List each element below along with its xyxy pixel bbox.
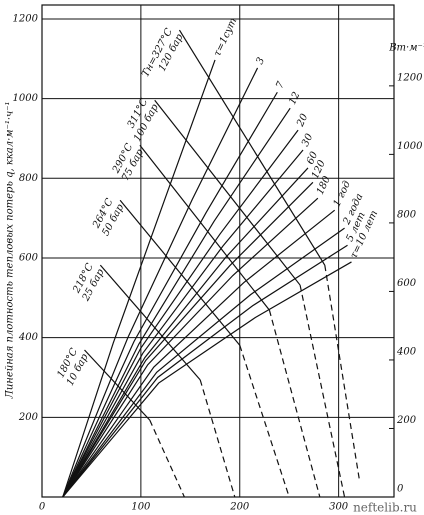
watermark: neftelib.ru	[353, 501, 417, 515]
curve-label: 12	[287, 90, 302, 106]
y2-tick-label: 0	[397, 484, 404, 495]
y-tick-label: 400	[18, 332, 39, 343]
y-tick-label: 200	[18, 412, 39, 423]
time-curve	[62, 107, 291, 498]
y2-tick-label: 400	[396, 346, 417, 357]
time-curve	[62, 67, 259, 498]
y2-tick-label: 600	[397, 278, 417, 289]
x-tick-label: 200	[229, 502, 250, 513]
y2-axis-label: Вт·м⁻¹	[388, 43, 424, 54]
curve-label: τ=1сут	[212, 16, 239, 58]
time-curve	[62, 227, 345, 498]
x-tick-label: 100	[131, 502, 151, 513]
y2-tick-label: 800	[397, 209, 417, 220]
time-curve	[62, 181, 314, 498]
steam-line	[139, 144, 270, 311]
time-curve	[62, 209, 336, 498]
time-curve	[62, 244, 348, 498]
steam-line-dashed	[149, 419, 185, 498]
steam-line-dashed	[299, 284, 346, 498]
steam-line	[154, 99, 301, 286]
steam-line-dashed	[199, 379, 236, 498]
y2-tick-label: 1000	[397, 141, 423, 152]
curve-label: 60	[305, 150, 321, 167]
time-curve	[62, 167, 309, 498]
time-curve	[62, 129, 299, 498]
steam-line-dashed	[239, 345, 290, 498]
time-curve	[62, 91, 278, 498]
time-curve	[62, 149, 304, 498]
x-tick-label: 0	[39, 502, 46, 513]
steam-line	[84, 349, 151, 421]
y2-tick-label: 1200	[397, 72, 423, 83]
steam-line-dashed	[268, 310, 321, 498]
steam-line	[178, 29, 326, 266]
time-curve	[62, 261, 352, 498]
steam-line	[99, 264, 201, 381]
y-tick-label: 600	[19, 252, 39, 263]
y-tick-label: 1200	[13, 13, 39, 24]
curve-label: 30	[300, 132, 316, 149]
steam-line	[119, 199, 241, 346]
steam-line-dashed	[324, 265, 360, 480]
time-curve	[62, 197, 319, 498]
y2-tick-label: 200	[396, 415, 417, 426]
curve-label: 20	[295, 112, 311, 130]
plot-frame	[41, 4, 395, 498]
curve-label: 7	[274, 80, 287, 91]
y-axis-label: Линейная плотность тепловых потерь q, кк…	[5, 101, 16, 399]
y-tick-label: 800	[19, 173, 39, 184]
time-curve	[62, 59, 216, 498]
curve-label: 3	[255, 56, 268, 66]
y-tick-label: 1000	[13, 93, 39, 104]
x-tick-label: 300	[329, 502, 349, 513]
